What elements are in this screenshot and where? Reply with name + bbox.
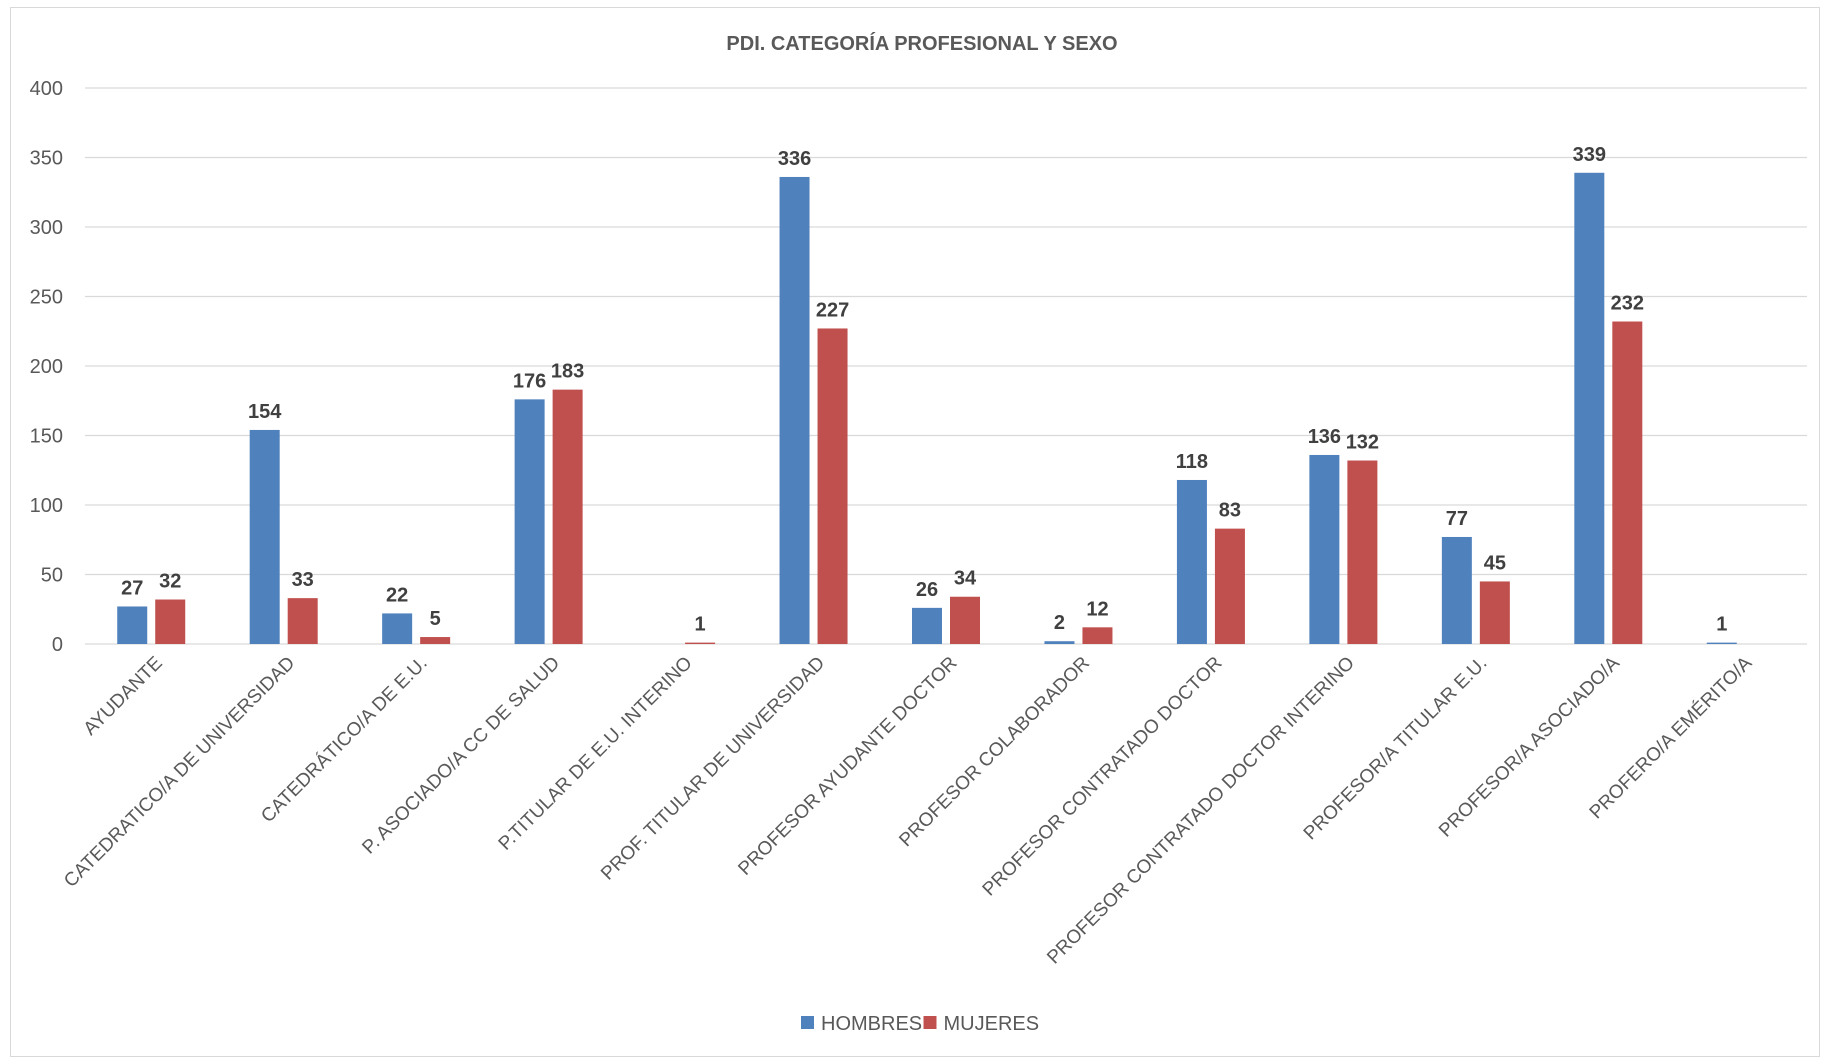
x-category-label: PROFESOR CONTRATADO DOCTOR: [979, 653, 1227, 901]
bar-mujeres: [1612, 321, 1643, 644]
data-labels: 27 32 154 33 22 5 176 183 1 336 227 26 34 2 12 118 83 136…: [121, 144, 1727, 636]
data-label: 34: [954, 568, 977, 590]
x-category-label: CATEDRATICO/A DE UNIVERSIDAD: [60, 653, 299, 892]
y-axis-ticks: 0 50 100 150 200 250 300 350 400: [30, 78, 63, 656]
bar-hombres: [912, 607, 942, 644]
x-category-label: PROF. TITULAR DE UNIVERSIDAD: [597, 653, 829, 885]
data-label: 1: [695, 614, 706, 636]
y-tick-label: 0: [52, 634, 63, 656]
y-tick-label: 150: [30, 426, 63, 448]
data-label: 339: [1573, 144, 1606, 166]
bar-mujeres: [685, 642, 716, 644]
y-tick-label: 100: [30, 495, 63, 517]
bar-hombres: [514, 399, 545, 644]
data-label: 5: [430, 608, 441, 630]
bar-hombres: [117, 606, 148, 644]
bar-hombres: [1176, 479, 1207, 644]
bar-mujeres: [287, 598, 318, 644]
bar-mujeres: [1347, 460, 1378, 644]
y-tick-label: 200: [30, 356, 63, 378]
bar-hombres: [1574, 172, 1605, 645]
y-tick-label: 300: [30, 217, 63, 239]
bar-hombres: [382, 613, 413, 644]
data-label: 22: [386, 584, 408, 606]
data-label: 32: [159, 571, 181, 593]
bar-mujeres: [1214, 528, 1245, 644]
x-category-label: AYUDANTE: [80, 653, 167, 740]
chart-title: PDI. CATEGORÍA PROFESIONAL Y SEXO: [726, 32, 1117, 55]
data-label: 45: [1484, 552, 1506, 574]
data-label: 183: [551, 361, 584, 383]
bar-mujeres: [950, 596, 980, 644]
data-label: 27: [121, 577, 143, 599]
bar-mujeres: [420, 637, 451, 644]
legend-swatch-mujeres: [923, 1016, 937, 1029]
data-label: 132: [1346, 432, 1379, 454]
bar-hombres: [1309, 454, 1340, 644]
data-label: 118: [1176, 451, 1208, 473]
gridlines: [85, 87, 1807, 645]
bar-mujeres: [817, 328, 848, 644]
y-tick-label: 350: [30, 148, 63, 170]
bar-hombres: [1441, 536, 1472, 644]
y-tick-label: 400: [30, 78, 63, 100]
bar-hombres: [1706, 642, 1737, 644]
data-label: 154: [248, 401, 282, 423]
data-label: 232: [1611, 293, 1644, 315]
data-label: 136: [1308, 426, 1341, 448]
bars: [117, 172, 1737, 645]
bar-hombres: [1044, 641, 1075, 644]
bar-mujeres: [155, 599, 186, 644]
data-label: 176: [513, 370, 546, 392]
legend-entry-hombres: HOMBRES: [821, 1013, 922, 1035]
y-tick-label: 50: [41, 565, 63, 587]
chart-frame: [10, 7, 1820, 1057]
data-label: 227: [816, 299, 849, 321]
legend-swatch-hombres: [801, 1016, 814, 1029]
legend: HOMBRES MUJERES: [801, 1013, 1039, 1035]
legend-entry-mujeres: MUJERES: [944, 1013, 1040, 1035]
bar-mujeres: [1082, 627, 1113, 644]
bar-hombres: [249, 429, 280, 644]
data-label: 77: [1446, 508, 1468, 530]
x-category-label: PROFESOR CONTRATADO DOCTOR INTERINO: [1043, 653, 1359, 969]
bar-hombres: [779, 176, 810, 644]
data-label: 83: [1219, 500, 1241, 522]
data-label: 336: [778, 148, 811, 170]
data-label: 1: [1716, 614, 1727, 636]
x-category-label: PROFESOR AYUDANTE DOCTOR: [734, 653, 961, 880]
y-tick-label: 250: [30, 287, 63, 309]
data-label: 2: [1054, 612, 1065, 634]
data-label: 33: [292, 569, 314, 591]
data-label: 12: [1086, 598, 1108, 620]
bar-mujeres: [1479, 581, 1510, 644]
bar-mujeres: [552, 389, 583, 644]
data-label: 26: [916, 579, 938, 601]
